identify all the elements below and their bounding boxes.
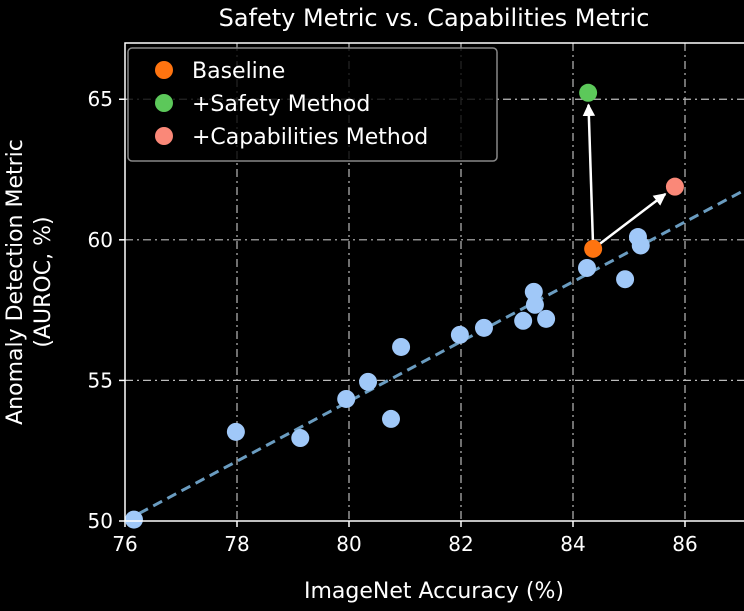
data-point — [392, 337, 411, 356]
x-tick-label: 82 — [448, 532, 473, 556]
legend-label: +Safety Method — [192, 92, 370, 117]
data-point — [450, 325, 469, 344]
highlight-point — [665, 177, 684, 196]
data-point — [291, 429, 310, 448]
x-tick-label: 80 — [336, 532, 361, 556]
data-point — [474, 318, 493, 337]
data-point — [359, 372, 378, 391]
x-tick-label: 76 — [112, 532, 137, 556]
data-points — [124, 228, 650, 529]
arrow — [592, 192, 667, 250]
data-point — [124, 510, 143, 529]
legend-marker — [155, 127, 173, 145]
highlight-point — [584, 239, 603, 258]
legend-label: +Capabilities Method — [192, 125, 428, 150]
highlighted-points — [579, 83, 684, 258]
legend: Baseline +Safety Method +Capabilities Meth… — [127, 47, 498, 162]
x-tick-label: 78 — [224, 532, 249, 556]
data-point — [514, 311, 533, 330]
x-axis-label: ImageNet Accuracy (%) — [304, 579, 564, 604]
y-tick-label: 60 — [88, 228, 113, 252]
data-point — [337, 389, 356, 408]
y-axis-label-line2: (AUROC, %) — [31, 216, 56, 347]
data-point — [525, 295, 544, 314]
chart-title: Safety Metric vs. Capabilities Metric — [219, 4, 650, 32]
legend-marker — [155, 61, 173, 79]
y-tick-label: 50 — [88, 509, 113, 533]
data-point — [382, 409, 400, 428]
arrow — [582, 103, 596, 249]
data-point — [578, 258, 596, 277]
data-point — [631, 236, 650, 255]
arrows — [582, 103, 667, 250]
data-point — [537, 309, 556, 328]
x-tick-label: 84 — [560, 532, 585, 556]
data-point — [226, 422, 245, 441]
y-tick-label: 55 — [88, 368, 113, 392]
axis-ticks: 76 78 80 82 84 86 50 55 60 65 — [88, 87, 698, 556]
plot-frame — [124, 42, 744, 522]
data-point — [524, 282, 543, 301]
legend-marker — [155, 94, 173, 112]
data-point — [616, 270, 635, 289]
highlight-point — [579, 83, 598, 102]
x-tick-label: 86 — [672, 532, 697, 556]
y-axis-label-line1: Anomaly Detection Metric — [3, 139, 28, 425]
legend-label: Baseline — [192, 59, 285, 84]
y-tick-label: 65 — [88, 87, 113, 111]
